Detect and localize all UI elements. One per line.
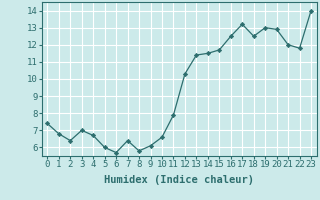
X-axis label: Humidex (Indice chaleur): Humidex (Indice chaleur) — [104, 175, 254, 185]
